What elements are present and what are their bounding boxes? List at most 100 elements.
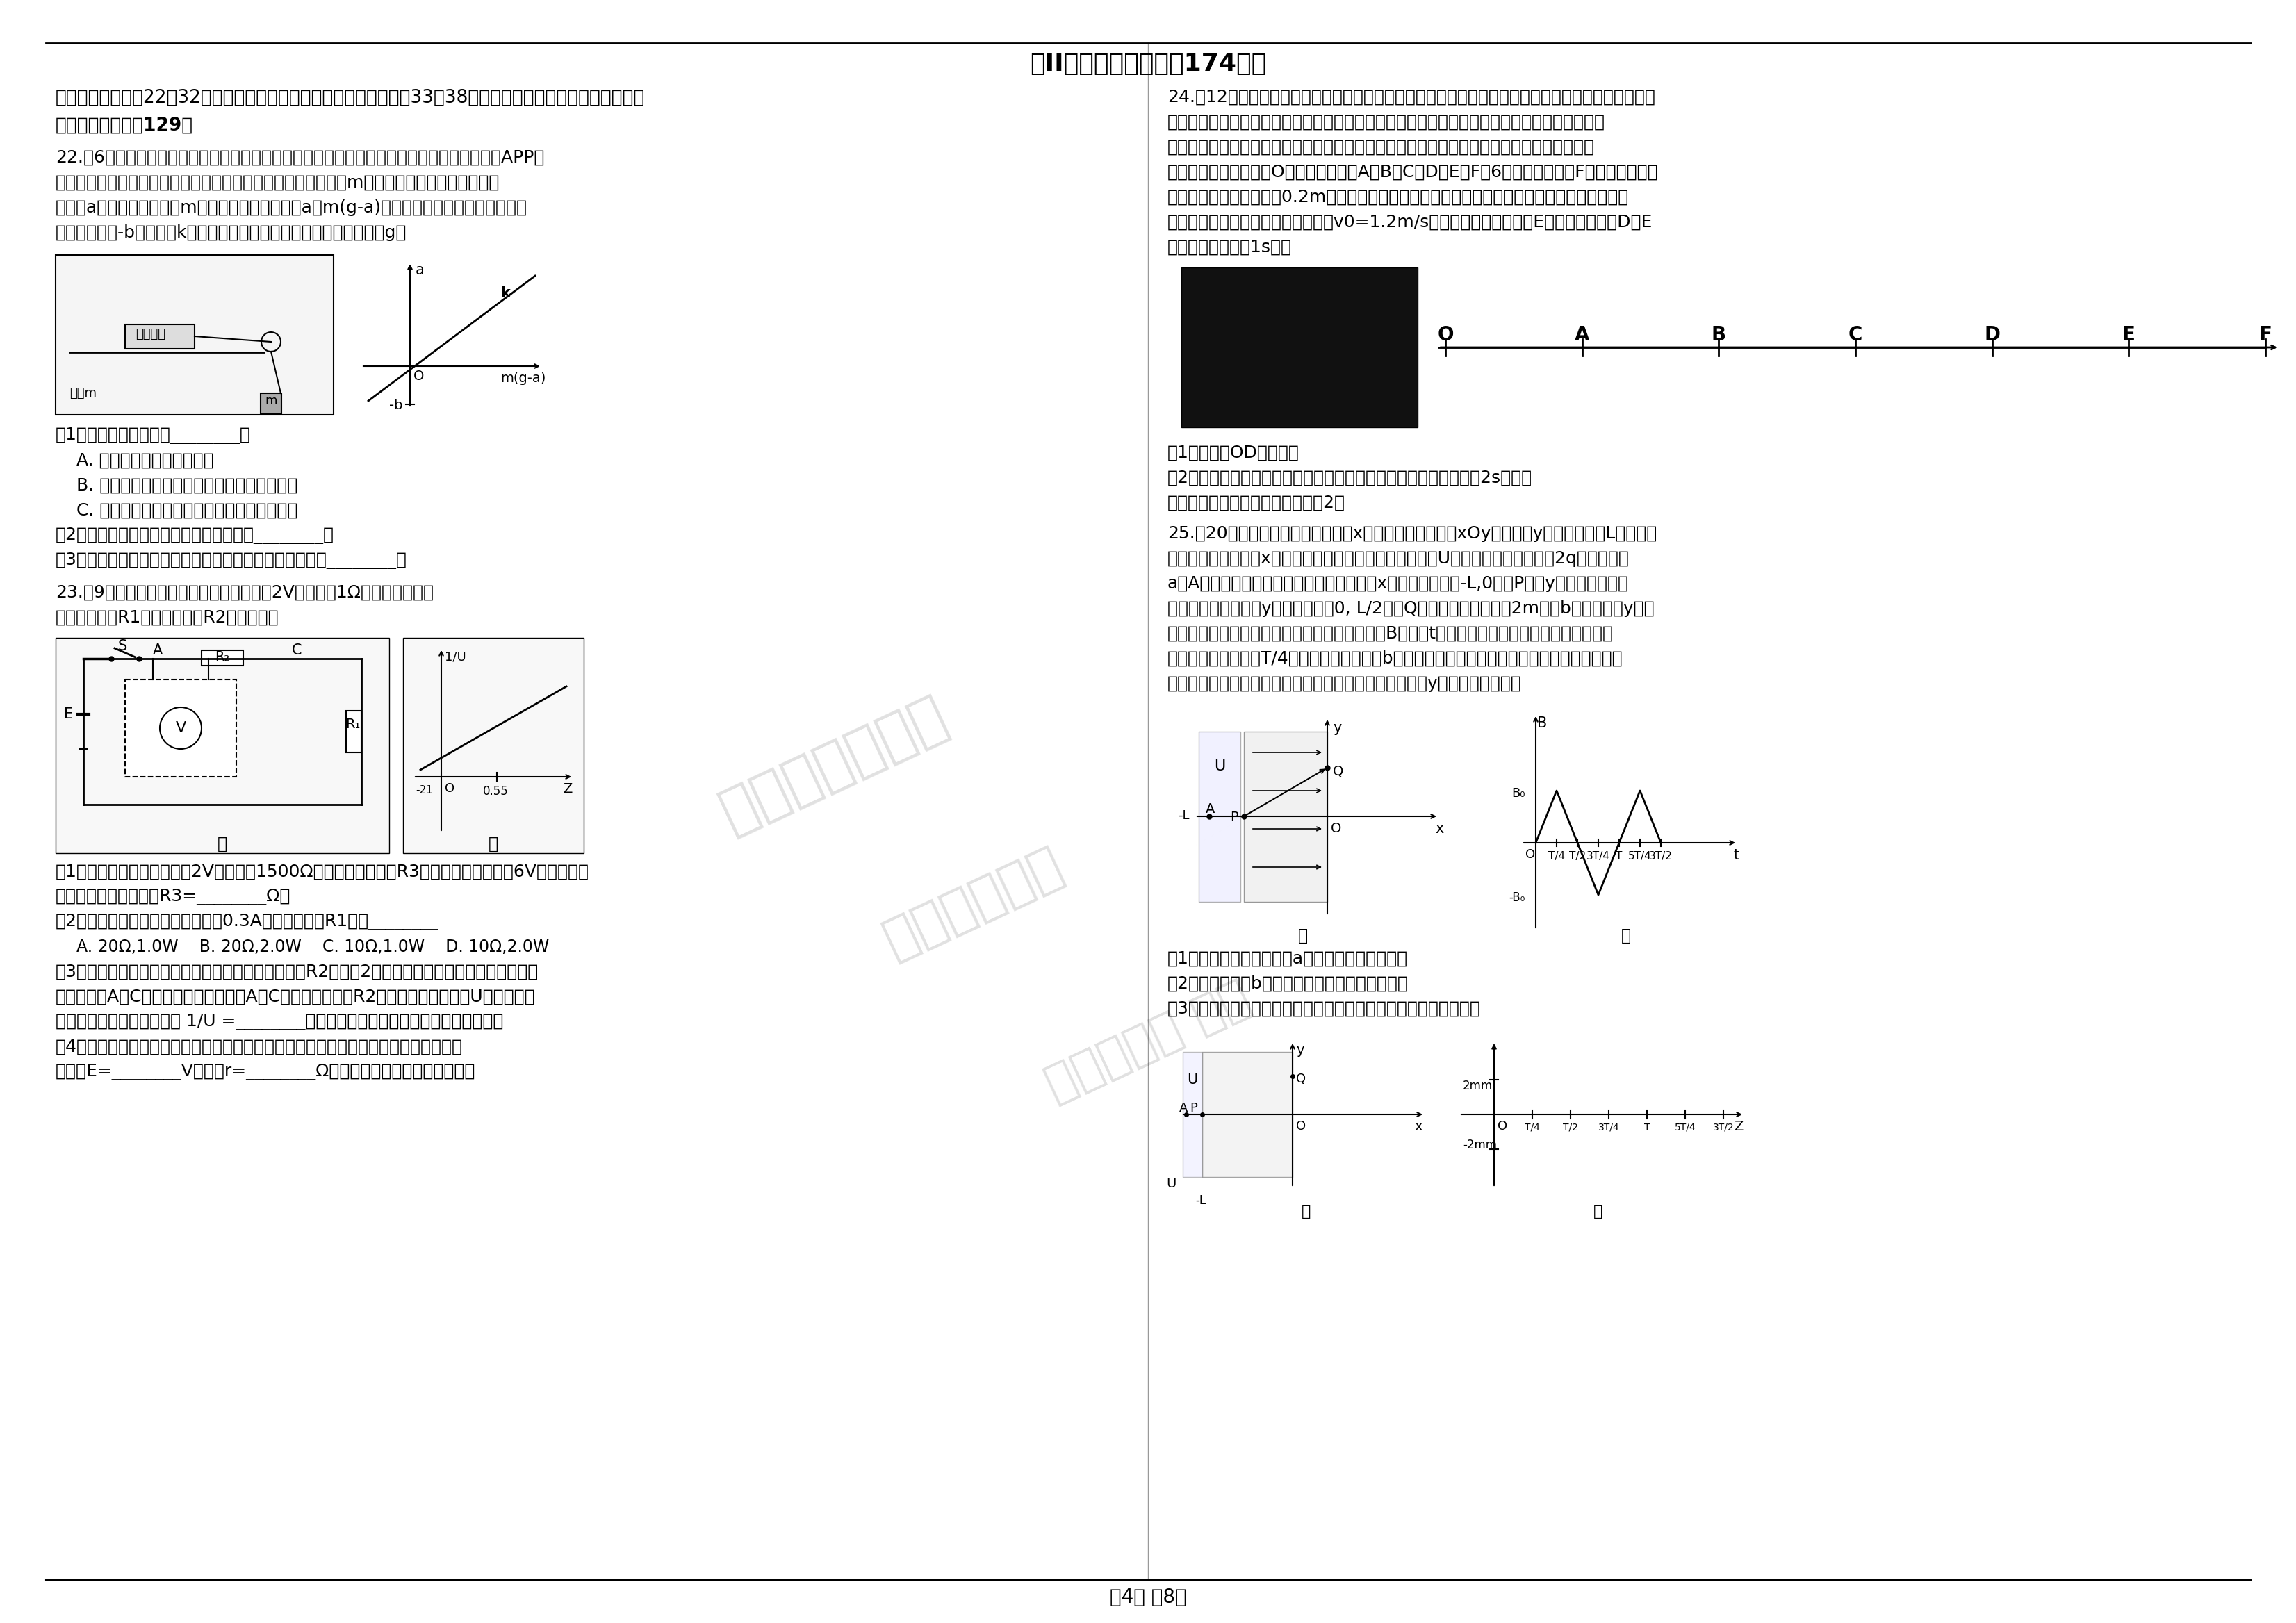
Text: （2）求碰后小球b在圆形磁场中的运动半径范围；: （2）求碰后小球b在圆形磁场中的运动半径范围； [1166,975,1407,992]
Text: m: m [264,394,278,407]
Text: U: U [1187,1073,1199,1087]
Text: A. 20Ω,1.0W    B. 20Ω,2.0W    C. 10Ω,1.0W    D. 10Ω,2.0W: A. 20Ω,1.0W B. 20Ω,2.0W C. 10Ω,1.0W D. 1… [76,938,549,956]
Text: 3T/4: 3T/4 [1587,850,1609,862]
Text: （3）若两球的碰撞为弹性碰撞，则圆形磁场区域最小面积为多大？: （3）若两球的碰撞为弹性碰撞，则圆形磁场区域最小面积为多大？ [1166,1000,1481,1018]
Text: 利用手机内置传感器实时显示手机的加速度。如图，悬挂质量为m的钩码，手机记录小车运动的: 利用手机内置传感器实时显示手机的加速度。如图，悬挂质量为m的钩码，手机记录小车运… [55,174,501,192]
Text: （2）根据图像可得，小车和手机的质量为________。: （2）根据图像可得，小车和手机的质量为________。 [55,527,335,544]
Text: 纸面向外为正方向，T/4时刻进入磁场的小球b始终在磁场区域内沿圆形轨道周期运动。两个小球: 纸面向外为正方向，T/4时刻进入磁场的小球b始终在磁场区域内沿圆形轨道周期运动。… [1166,651,1623,667]
Text: C: C [1848,325,1862,344]
Text: 25.（20分）如图甲所示，在坐标轴x轴绝水平地水平建立xOy坐标系，y轴左侧有宽为L的均强电: 25.（20分）如图甲所示，在坐标轴x轴绝水平地水平建立xOy坐标系，y轴左侧有… [1166,526,1655,542]
Bar [55,638,388,854]
Text: U: U [1166,1177,1176,1190]
Text: O: O [1497,1120,1506,1133]
Text: 越有趣，其中有一种叫做滚钱，具体操作是在桌面放置不同金额的纸币，瓶子滚到哪张纸币上就: 越有趣，其中有一种叫做滚钱，具体操作是在桌面放置不同金额的纸币，瓶子滚到哪张纸币… [1166,114,1605,130]
Text: 和内阻，其中R1是保护电阻，R2是电阻箱。: 和内阻，其中R1是保护电阻，R2是电阻箱。 [55,609,280,626]
Text: C. 小车运动过程中细绳的拉力等于钩码的重力: C. 小车运动过程中细绳的拉力等于钩码的重力 [76,503,298,519]
Bar [124,325,195,349]
Text: P: P [1189,1102,1196,1115]
Text: -21: -21 [416,786,432,795]
Text: 智能手机: 智能手机 [135,328,165,341]
Text: 搜索小程序 知道: 搜索小程序 知道 [1038,974,1258,1110]
Text: -b: -b [388,399,402,412]
Text: 纵轴的交点为-b，斜率为k，不计空气阻力及滑轮摩擦，重力加速度为g。: 纵轴的交点为-b，斜率为k，不计空气阻力及滑轮摩擦，重力加速度为g。 [55,224,406,242]
Text: T/4: T/4 [1548,850,1564,862]
Text: 甲: 甲 [1297,927,1306,945]
Text: 第一时间获取: 第一时间获取 [875,839,1070,967]
Text: 电场，之后以静止在y轴上坐标为（0, L/2）的Q点的不带电的质量为2m小球b发生正碰。y轴左: 电场，之后以静止在y轴上坐标为（0, L/2）的Q点的不带电的质量为2m小球b发… [1166,601,1653,617]
Text: 第II卷（非选择题，共174分）: 第II卷（非选择题，共174分） [1029,52,1265,76]
Text: （一）必答题：共129分: （一）必答题：共129分 [55,117,193,135]
Text: 1/U: 1/U [445,651,466,662]
Text: T/2: T/2 [1564,1123,1577,1133]
Text: U: U [1215,760,1224,773]
Text: 钩码m: 钩码m [69,386,96,399]
Text: T/4: T/4 [1525,1123,1538,1133]
Text: 第4页 共8页: 第4页 共8页 [1109,1587,1187,1607]
Text: Z: Z [563,782,572,795]
Text: O: O [413,370,425,383]
Text: 的大小完全相同且大小均可忽略，在碰撞瞬间电荷消亡，y轴左侧电场消失。: 的大小完全相同且大小均可忽略，在碰撞瞬间电荷消亡，y轴左侧电场消失。 [1166,675,1522,691]
Text: V: V [174,721,186,735]
Text: k: k [501,286,510,300]
Text: 设设瓶底在水平面内匀速转动，当以v0=1.2m/s推进瓶瓶，则刚好停在E处，已知滚瓶在D和E: 设设瓶底在水平面内匀速转动，当以v0=1.2m/s推进瓶瓶，则刚好停在E处，已知… [1166,214,1653,230]
Bar [55,255,333,415]
Bar [1182,1052,1201,1177]
Text: t: t [1733,849,1738,862]
Text: -L: -L [1178,810,1189,821]
Text: O: O [1295,1120,1306,1133]
Text: （3）选小组利用图甲电路测量电源的电动势和内阻，R2选取（2）问中所选的定值电阻，将装置按如: （3）选小组利用图甲电路测量电源的电动势和内阻，R2选取（2）问中所选的定值电阻… [55,964,540,980]
Text: C: C [292,643,301,657]
Text: 相邻两个位置的距离均为0.2m，瓶瓶停在哪里就赢得对应位置的压岁钱，滚起掉下桌子没有有。: 相邻两个位置的距离均为0.2m，瓶瓶停在哪里就赢得对应位置的压岁钱，滚起掉下桌子… [1166,188,1628,206]
Text: S: S [117,639,126,652]
Bar [402,638,583,854]
Text: 5T/4: 5T/4 [1628,850,1651,862]
Text: 乙: 乙 [1593,1204,1603,1219]
Text: 乙: 乙 [1621,927,1630,945]
Text: y: y [1332,721,1341,735]
Bar [124,680,236,777]
Text: Q: Q [1295,1073,1306,1086]
Text: T: T [1644,1123,1649,1133]
Text: B. 钩码的质量应该远小于手机和小车的总质量: B. 钩码的质量应该远小于手机和小车的总质量 [76,477,298,493]
Bar [202,651,243,665]
Text: 滚落桌面，则滚瓶的加速度不超过2？: 滚落桌面，则滚瓶的加速度不超过2？ [1166,495,1345,511]
Text: 乙: 乙 [489,836,498,852]
Bar [1180,268,1417,427]
Text: （4）根据实验数据，用插点的方法绘出如图乙所示的图像。依据图像，可以读出电源的: （4）根据实验数据，用插点的方法绘出如图乙所示的图像。依据图像，可以读出电源的 [55,1039,464,1055]
Text: m(g-a): m(g-a) [501,372,546,385]
Text: （1）虚线框内量程由量程为2V、内阻为1500Ω的电压表和电阻箱R3串联，改装成量程为6V的电压表，: （1）虚线框内量程由量程为2V、内阻为1500Ω的电压表和电阻箱R3串联，改装成… [55,863,590,880]
Text: O: O [1437,325,1453,344]
Text: 微信搜索小程序: 微信搜索小程序 [712,688,955,841]
Text: 23.（9分）如图甲所示的电路，测量量程为2V，内阻为1Ω的电源的电动势: 23.（9分）如图甲所示的电路，测量量程为2V，内阻为1Ω的电源的电动势 [55,584,434,601]
Text: A: A [1575,325,1589,344]
Text: O: O [1329,821,1341,836]
Text: A. 细绳应该始终与桌面平行: A. 细绳应该始终与桌面平行 [76,453,214,469]
Text: 0.55: 0.55 [482,786,507,797]
Text: 之间滑行的时间为1s，则: 之间滑行的时间为1s，则 [1166,239,1290,256]
Text: 3T/2: 3T/2 [1713,1123,1733,1133]
Text: 24.（12分）春节期间，有长辈给小朋友压岁钱的习俗，为了增源年味，现在发压岁钱的方式也是越来: 24.（12分）春节期间，有长辈给小朋友压岁钱的习俗，为了增源年味，现在发压岁钱… [1166,89,1655,105]
Text: D: D [1984,325,2000,344]
Text: （2）将瓶底以不同的速度推出滚瓶，调整初速度后再次推进瓶，经2s时间后: （2）将瓶底以不同的速度推出滚瓶，调整初速度后再次推进瓶，经2s时间后 [1166,469,1531,487]
Text: E: E [2122,325,2135,344]
Bar [259,393,282,414]
Text: A: A [154,643,163,657]
Text: 平行，瓶子从左端经过O点后，途中经过A、B、C、D、E、F为6个放钱的位置，F为瓶子最右端，: 平行，瓶子从左端经过O点后，途中经过A、B、C、D、E、F为6个放钱的位置，F为… [1166,164,1658,180]
Text: E: E [64,708,73,721]
Text: 5T/4: 5T/4 [1674,1123,1694,1133]
Bar [1199,732,1240,902]
Text: a在A点由静止释放，经加速电场加速后，从x轴上的坐标为（-L,0）的P点沿y轴正向进入匀强: a在A点由静止释放，经加速电场加速后，从x轴上的坐标为（-L,0）的P点沿y轴正… [1166,575,1628,592]
Text: x: x [1414,1120,1421,1133]
Text: P: P [1231,812,1238,824]
Text: a: a [416,263,425,278]
Text: Z: Z [1733,1120,1743,1133]
Text: （1）桌面长OD为多少？: （1）桌面长OD为多少？ [1166,445,1300,461]
Text: 3T/2: 3T/2 [1649,850,1671,862]
Text: 2mm: 2mm [1463,1079,1492,1092]
Text: B: B [1711,325,1727,344]
Text: O: O [1525,849,1534,860]
Text: 电动势E=________V，内阻r=________Ω。（结果均保留两位有效数字）: 电动势E=________V，内阻r=________Ω。（结果均保留两位有效数… [55,1063,475,1081]
Text: 甲: 甲 [218,836,227,852]
Text: T/2: T/2 [1568,850,1584,862]
Text: T: T [1616,850,1621,862]
